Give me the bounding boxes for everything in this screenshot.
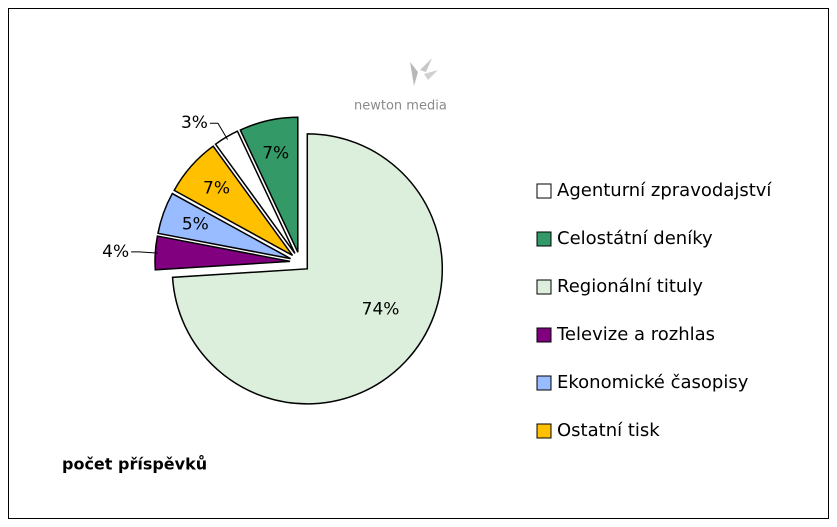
legend-swatch	[536, 231, 552, 247]
pie-slice	[239, 116, 299, 253]
logo-icon	[410, 58, 438, 86]
pie-slice	[173, 145, 294, 257]
logo-text: newton media	[354, 99, 447, 114]
pie-slice	[157, 192, 291, 260]
pie-slice	[171, 133, 444, 405]
data-label: 4%	[102, 242, 129, 262]
legend-swatch	[536, 327, 552, 343]
legend-swatch	[536, 423, 552, 439]
leader-line	[209, 122, 228, 140]
data-label: 3%	[181, 113, 208, 133]
caption: počet příspěvků	[62, 455, 207, 474]
legend-label: Ekonomické časopisy	[557, 372, 749, 393]
legend-label: Televize a rozhlas	[556, 324, 715, 345]
leader-line	[131, 251, 159, 254]
data-label: 5%	[182, 214, 209, 234]
legend-swatch	[536, 279, 552, 295]
data-label: 7%	[262, 143, 289, 163]
legend-label: Agenturní zpravodajství	[557, 180, 772, 201]
legend-label: Regionální tituly	[557, 276, 703, 297]
data-label: 7%	[203, 178, 230, 198]
legend-swatch	[536, 375, 552, 391]
legend-label: Ostatní tisk	[557, 420, 660, 441]
legend-label: Celostátní deníky	[557, 228, 713, 249]
data-label: 74%	[362, 299, 400, 319]
legend-swatch	[536, 183, 552, 199]
